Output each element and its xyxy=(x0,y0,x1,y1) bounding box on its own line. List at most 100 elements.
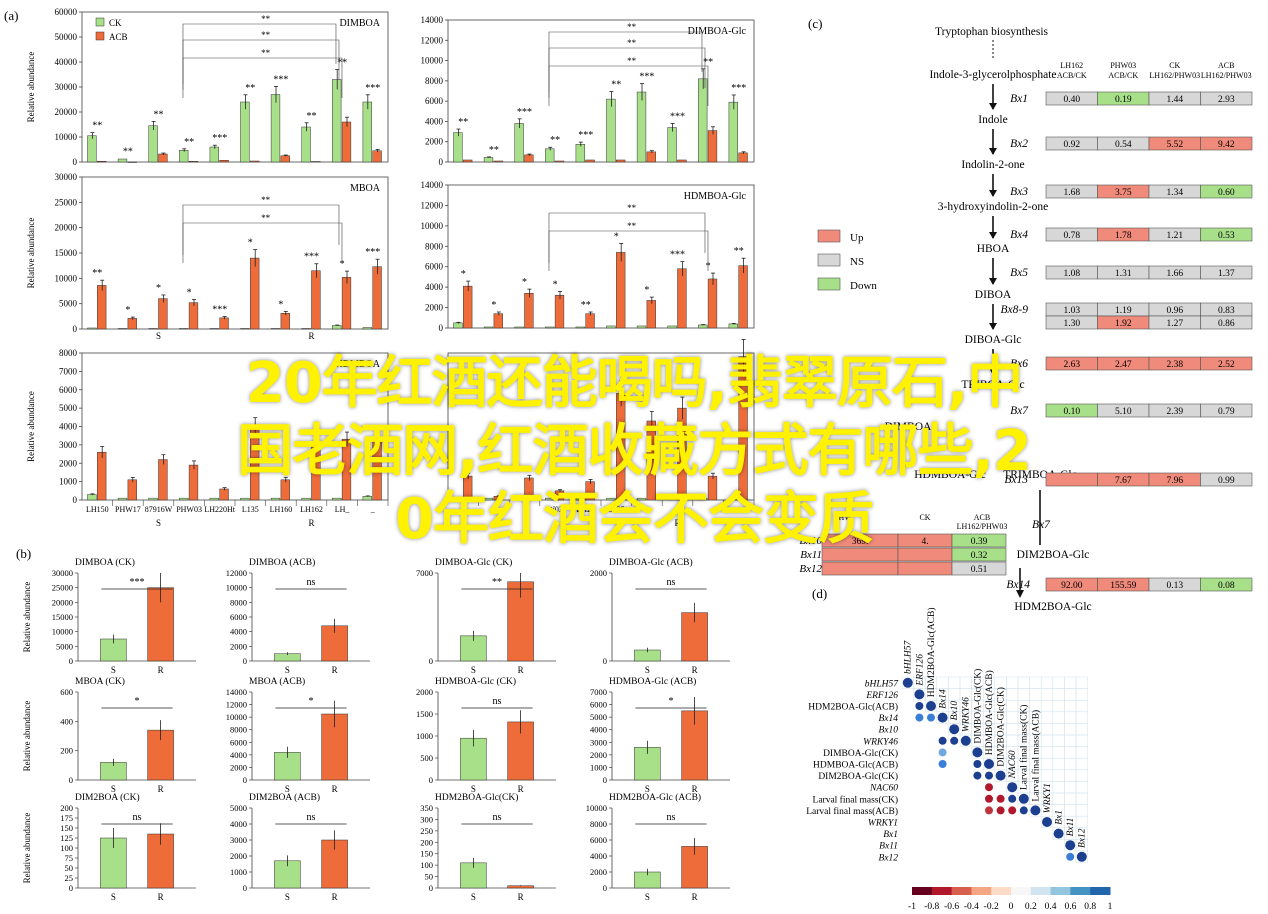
y-tick-label: 12000 xyxy=(226,568,247,578)
chart-title: HDMBOA xyxy=(336,359,381,370)
y-tick-label: 0 xyxy=(603,883,607,893)
corr-cell xyxy=(1075,815,1088,829)
corr-cell xyxy=(1064,746,1077,759)
compound-label: DIBOA xyxy=(975,289,1012,301)
column-header: LH162/PHW03 xyxy=(957,522,1008,531)
corr-dot xyxy=(1076,851,1087,862)
bar-acb xyxy=(554,490,565,501)
fold-change-value: 1.03 xyxy=(1063,306,1080,316)
bar-acb xyxy=(188,161,199,163)
y-tick-label: 50000 xyxy=(55,32,78,42)
chart-a3: 0 5000 10000 15000 20000 25000 30000 MBOA Relati… xyxy=(26,172,389,341)
gene-label: Bx3 xyxy=(1010,186,1028,198)
y-tick-label: 0 xyxy=(429,656,433,666)
y-tick-label: 6000 xyxy=(425,96,444,106)
chart-title: DIMBOA (ACB) xyxy=(249,557,315,568)
corr-row-label: Bx1 xyxy=(883,830,898,840)
corr-row-label: Bx14 xyxy=(878,714,898,724)
x-tick-label: LH2_ xyxy=(576,505,596,514)
legend-label: Down xyxy=(850,280,877,292)
bar-ck xyxy=(148,497,158,501)
scale-tick-label: -1 xyxy=(908,902,916,912)
significance-label: * xyxy=(156,283,161,294)
gene-label: Bx4 xyxy=(1010,229,1028,241)
scale-tick-label: 1 xyxy=(1108,902,1113,912)
fold-change-value: 0.79 xyxy=(1218,407,1235,417)
corr-dot xyxy=(985,771,993,780)
bar-chart-b: MBOA (ACB) 0 2000 4000 6000 8000 10000 12000 140… xyxy=(226,676,370,794)
y-tick-label: 175 xyxy=(60,813,73,823)
corr-cell xyxy=(1040,699,1054,713)
fold-change-value: 2.38 xyxy=(1166,360,1183,370)
significance-label: ns xyxy=(667,812,676,823)
legend-swatch xyxy=(817,277,841,291)
bar-acb xyxy=(738,265,748,329)
significance-label: *** xyxy=(212,305,227,316)
bar-chart-b: DIMBOA-Glc (CK) 0 7000 S R ** xyxy=(416,557,556,675)
compound-label: HDM2BOA-Glc xyxy=(1014,601,1091,613)
corr-cell xyxy=(1064,792,1077,805)
scale-segment xyxy=(1006,887,1012,895)
corr-row-label: bHLH57 xyxy=(865,679,900,689)
x-tick-label: LH162 xyxy=(300,505,323,514)
fold-change-cell xyxy=(1200,472,1253,487)
y-tick-label: 2000 xyxy=(230,762,247,772)
y-tick-label: 2000 xyxy=(590,750,607,760)
significance-label: *** xyxy=(517,107,532,118)
bracket-line xyxy=(548,31,703,92)
bar-ck xyxy=(209,328,219,330)
fold-change-value: 0.39 xyxy=(971,537,988,547)
corr-cell xyxy=(1006,711,1019,724)
bar-ck xyxy=(575,144,585,163)
y-tick-label: 10000 xyxy=(226,712,247,722)
y-tick-label: 0 xyxy=(73,324,78,334)
bar-acb xyxy=(341,277,352,330)
corr-cell xyxy=(1052,723,1065,736)
bar-acb xyxy=(127,161,137,163)
corr-row-label: Bx12 xyxy=(878,853,898,863)
y-tick-label: 1000 xyxy=(59,477,78,487)
significance-label: * xyxy=(187,287,192,298)
y-tick-label: 100 xyxy=(420,860,433,870)
x-tick-label: R xyxy=(332,665,338,675)
significance-label: *** xyxy=(731,83,746,94)
corr-cell xyxy=(1064,734,1077,747)
corr-col-label: Larval final mass(ACB) xyxy=(1030,710,1041,802)
compound-label: DIMBOA xyxy=(885,421,932,433)
column-header: CK xyxy=(919,513,930,522)
y-tick-label: 40000 xyxy=(55,57,78,67)
corr-row-label: Larval final mass(ACB) xyxy=(806,806,898,817)
corr-cell xyxy=(1075,804,1088,817)
bar-acb xyxy=(524,293,534,329)
bar-acb xyxy=(707,278,718,329)
corr-cell xyxy=(1075,688,1088,701)
corr-cell xyxy=(1075,781,1088,794)
scale-tick-label: 0.4 xyxy=(1045,902,1057,912)
x-tick-label: R xyxy=(158,892,164,902)
fold-change-value: 3.75 xyxy=(1115,188,1132,198)
corr-cell xyxy=(1052,781,1065,794)
corr-cell xyxy=(1017,676,1030,689)
bar-ck xyxy=(483,326,494,329)
corr-dot xyxy=(926,701,936,711)
y-tick-label: 0 xyxy=(243,775,247,785)
bar-ck xyxy=(209,497,219,501)
corr-cell xyxy=(1052,699,1065,713)
bar-ck xyxy=(636,497,647,501)
y-tick-label: 0 xyxy=(439,323,444,333)
significance-label: ** xyxy=(703,57,713,68)
corr-cell xyxy=(1040,757,1054,771)
corr-cell xyxy=(1075,699,1088,713)
corr-dot xyxy=(973,771,982,780)
scale-segment xyxy=(951,887,958,895)
corr-row-label: Bx11 xyxy=(879,842,898,852)
fold-change-value: 1.30 xyxy=(1063,319,1080,329)
bar-acb xyxy=(250,160,260,163)
y-tick-label: 15000 xyxy=(52,612,73,622)
corr-cell xyxy=(1052,734,1065,747)
bar-ck xyxy=(362,496,372,501)
chart-title: HDMBOA-Glc (ACB) xyxy=(609,676,696,687)
x-group-label: R xyxy=(308,518,314,528)
corr-row-label: WRKY1 xyxy=(868,818,898,828)
corr-cell xyxy=(948,676,961,689)
